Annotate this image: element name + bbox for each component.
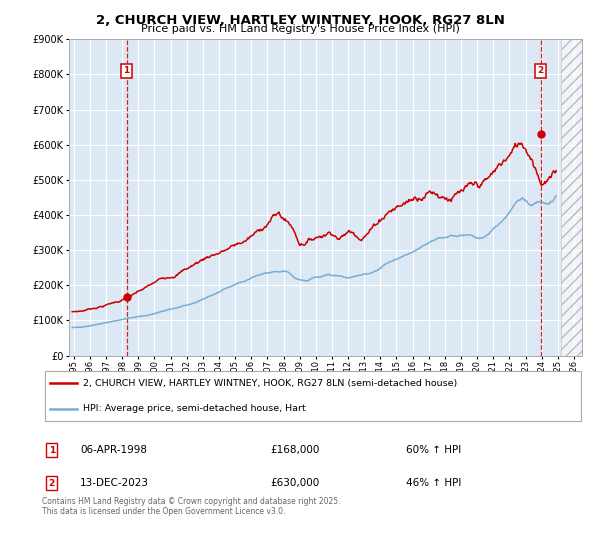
Text: 2: 2 xyxy=(49,479,55,488)
Text: 1: 1 xyxy=(49,446,55,455)
Text: £630,000: £630,000 xyxy=(270,478,319,488)
Text: 06-APR-1998: 06-APR-1998 xyxy=(80,445,147,455)
Text: Contains HM Land Registry data © Crown copyright and database right 2025.
This d: Contains HM Land Registry data © Crown c… xyxy=(42,497,341,516)
Text: HPI: Average price, semi-detached house, Hart: HPI: Average price, semi-detached house,… xyxy=(83,404,305,413)
Text: 13-DEC-2023: 13-DEC-2023 xyxy=(80,478,149,488)
Text: £168,000: £168,000 xyxy=(270,445,319,455)
Text: 1: 1 xyxy=(124,66,130,76)
Text: 60% ↑ HPI: 60% ↑ HPI xyxy=(406,445,461,455)
FancyBboxPatch shape xyxy=(45,371,581,421)
Text: 46% ↑ HPI: 46% ↑ HPI xyxy=(406,478,461,488)
Text: 2, CHURCH VIEW, HARTLEY WINTNEY, HOOK, RG27 8LN: 2, CHURCH VIEW, HARTLEY WINTNEY, HOOK, R… xyxy=(95,14,505,27)
Text: 2, CHURCH VIEW, HARTLEY WINTNEY, HOOK, RG27 8LN (semi-detached house): 2, CHURCH VIEW, HARTLEY WINTNEY, HOOK, R… xyxy=(83,379,457,388)
Text: 2: 2 xyxy=(538,66,544,76)
Text: Price paid vs. HM Land Registry's House Price Index (HPI): Price paid vs. HM Land Registry's House … xyxy=(140,24,460,34)
